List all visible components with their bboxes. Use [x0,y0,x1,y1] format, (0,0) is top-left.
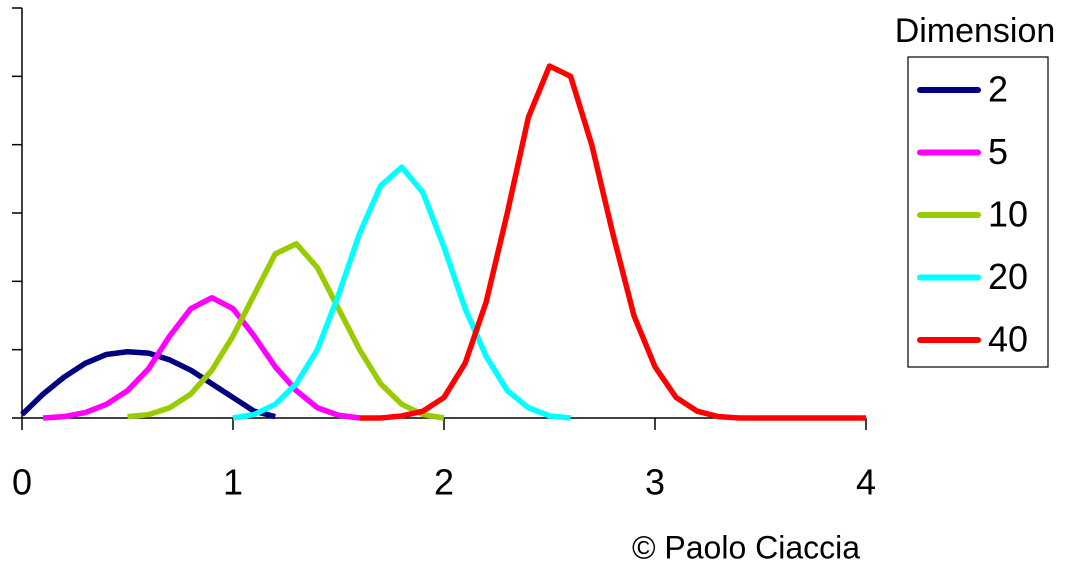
x-tick-label: 3 [645,462,665,503]
annotation: © Paolo Ciaccia [632,529,860,565]
series-line [359,63,866,421]
series-line [42,294,360,421]
series-line [232,164,571,421]
legend-label: 40 [988,319,1028,360]
legend-label: 5 [988,131,1008,172]
legend-label: 20 [988,256,1028,297]
legend-label: 10 [988,194,1028,235]
series-line [20,348,276,420]
legend-label: 2 [988,69,1008,110]
x-tick-label: 2 [434,462,454,503]
x-tick-label: 1 [223,462,243,503]
legend-title: Dimension [895,12,1056,50]
x-tick-label: 4 [856,462,876,503]
series-line [127,241,445,421]
x-tick-label: 0 [12,462,32,503]
